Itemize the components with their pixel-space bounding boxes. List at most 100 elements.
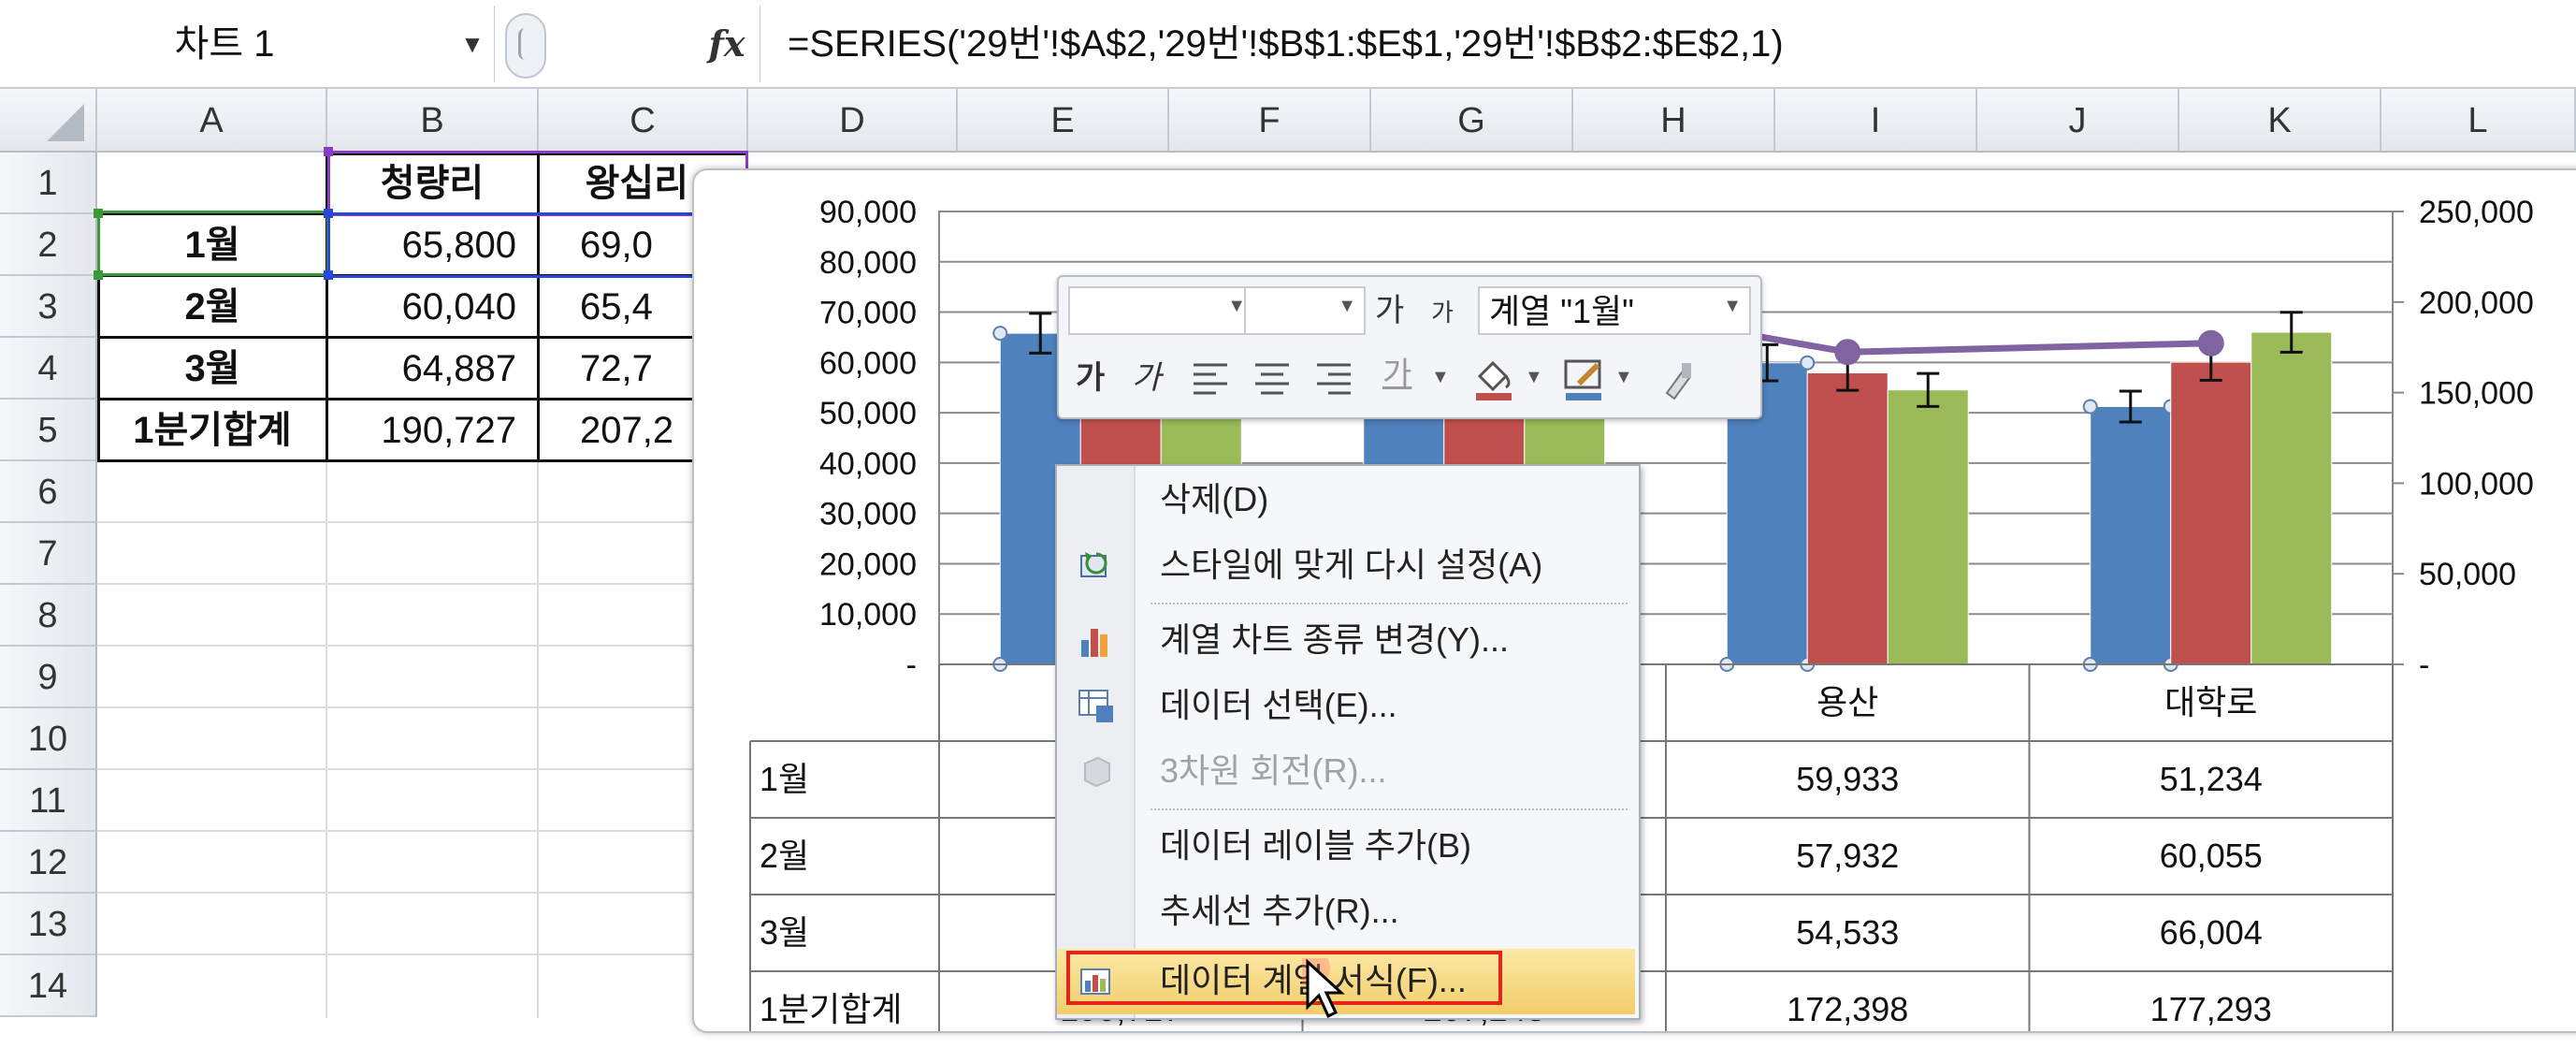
right-axis-tick-label: 250,000 bbox=[2419, 195, 2534, 230]
cell-c3[interactable]: 65,4 bbox=[580, 286, 653, 328]
selection-handle[interactable] bbox=[2082, 399, 2098, 415]
bar-3[interactable] bbox=[1887, 389, 1969, 665]
menu-item-delete[interactable]: 삭제(D) bbox=[1057, 468, 1635, 531]
menu-item-select-data[interactable]: 데이터 선택(E)... bbox=[1057, 674, 1635, 737]
column-header-b[interactable]: B bbox=[327, 89, 539, 153]
cell-b4[interactable]: 64,887 bbox=[401, 348, 516, 389]
range-handle[interactable] bbox=[324, 270, 333, 280]
total-series-marker[interactable] bbox=[2197, 329, 2224, 357]
range-handle[interactable] bbox=[324, 209, 333, 218]
chevron-down-icon[interactable]: ▼ bbox=[1614, 367, 1633, 387]
table-border bbox=[97, 398, 746, 400]
left-axis-tick-label: 20,000 bbox=[819, 546, 917, 582]
insert-function-icon[interactable]: fx bbox=[708, 22, 745, 65]
column-header-f[interactable]: F bbox=[1169, 89, 1371, 153]
cell-b5[interactable]: 190,727 bbox=[381, 410, 516, 451]
cell-b3[interactable]: 60,040 bbox=[401, 286, 516, 328]
cell-c2[interactable]: 69,0 bbox=[580, 225, 653, 266]
data-table-row-label: 1월 bbox=[760, 760, 810, 798]
bar-2[interactable] bbox=[1806, 371, 1889, 665]
cell-a3[interactable]: 2월 bbox=[184, 286, 240, 328]
format-painter-icon[interactable] bbox=[1654, 356, 1702, 404]
row-header-6[interactable]: 6 bbox=[0, 461, 97, 523]
row-header-11[interactable]: 11 bbox=[0, 770, 97, 832]
column-header-c[interactable]: C bbox=[539, 89, 748, 153]
select-all-button[interactable] bbox=[0, 89, 97, 153]
bar-2[interactable] bbox=[2170, 361, 2252, 665]
row-header-14[interactable]: 14 bbox=[0, 955, 97, 1017]
cell-a4[interactable]: 3월 bbox=[184, 348, 240, 389]
bold-icon[interactable]: 가 bbox=[1076, 360, 1106, 396]
cell-b2[interactable]: 65,800 bbox=[401, 225, 516, 266]
menu-item-add-data-labels[interactable]: 데이터 레이블 추가(B) bbox=[1057, 814, 1635, 878]
chevron-down-icon[interactable]: ▼ bbox=[1431, 367, 1450, 387]
bar-3[interactable] bbox=[2250, 331, 2333, 665]
right-axis-tick-label: - bbox=[2419, 648, 2429, 683]
data-table-row-label: 3월 bbox=[760, 913, 810, 952]
font-size-dropdown[interactable]: ▼ bbox=[1244, 286, 1366, 335]
row-header-13[interactable]: 13 bbox=[0, 894, 97, 955]
menu-item-add-trendline[interactable]: 추세선 추가(R)... bbox=[1057, 880, 1635, 943]
column-header-j[interactable]: J bbox=[1977, 89, 2179, 153]
column-header-e[interactable]: E bbox=[958, 89, 1169, 153]
formula-input[interactable]: =SERIES('29번'!$A$2,'29번'!$B$1:$E$1,'29번'… bbox=[788, 23, 1784, 65]
grow-font-icon[interactable]: 가 bbox=[1375, 293, 1405, 328]
align-left-icon[interactable] bbox=[1194, 363, 1227, 395]
select-all-icon bbox=[47, 104, 84, 141]
outline-color-icon[interactable] bbox=[1560, 356, 1609, 404]
column-header-k[interactable]: K bbox=[2179, 89, 2381, 153]
3d-rotation-icon bbox=[1084, 756, 1110, 788]
column-header-l[interactable]: L bbox=[2381, 89, 2576, 153]
cell-c1[interactable]: 왕십리 bbox=[585, 163, 688, 204]
row-header-8[interactable]: 8 bbox=[0, 585, 97, 647]
name-box-dropdown-icon[interactable]: ▼ bbox=[460, 30, 485, 58]
gridline bbox=[326, 153, 327, 1018]
name-box-value[interactable]: 차트 1 bbox=[174, 23, 275, 65]
total-series-marker[interactable] bbox=[1834, 339, 1861, 366]
row-header-3[interactable]: 3 bbox=[0, 276, 97, 338]
cell-c4[interactable]: 72,7 bbox=[580, 348, 653, 389]
column-header-i[interactable]: I bbox=[1775, 89, 1977, 153]
cell-b1[interactable]: 청량리 bbox=[380, 163, 485, 204]
row-header-4[interactable]: 4 bbox=[0, 338, 97, 400]
range-handle[interactable] bbox=[324, 147, 333, 156]
align-center-icon[interactable] bbox=[1255, 363, 1289, 395]
series-selector-dropdown[interactable]: 계열 "1월" ▼ bbox=[1478, 286, 1751, 335]
formula-bar-splitter[interactable] bbox=[505, 13, 546, 79]
fill-color-icon[interactable] bbox=[1470, 356, 1519, 404]
selection-handle[interactable] bbox=[1800, 355, 1816, 371]
row-header-9[interactable]: 9 bbox=[0, 647, 97, 708]
data-table-value: 57,932 bbox=[1796, 837, 1900, 875]
bar-1[interactable] bbox=[2090, 405, 2172, 665]
left-axis-tick-label: - bbox=[906, 648, 917, 683]
row-header-7[interactable]: 7 bbox=[0, 523, 97, 585]
data-table-value: 59,933 bbox=[1796, 760, 1900, 798]
font-name-dropdown[interactable]: ▼ bbox=[1068, 286, 1255, 335]
column-header-d[interactable]: D bbox=[748, 89, 958, 153]
left-axis-tick-label: 80,000 bbox=[819, 245, 917, 281]
range-handle[interactable] bbox=[94, 209, 103, 218]
row-header-5[interactable]: 5 bbox=[0, 400, 97, 461]
column-header-g[interactable]: G bbox=[1371, 89, 1573, 153]
row-header-1[interactable]: 1 bbox=[0, 153, 97, 214]
font-color-icon[interactable]: 가 bbox=[1382, 357, 1412, 392]
menu-item-reset-style[interactable]: 스타일에 맞게 다시 설정(A) bbox=[1057, 533, 1635, 597]
chevron-down-icon[interactable]: ▼ bbox=[1525, 367, 1543, 387]
reset-style-icon bbox=[1080, 552, 1107, 577]
menu-item-change-chart-type[interactable]: 계열 차트 종류 변경(Y)... bbox=[1057, 608, 1635, 672]
cell-c5[interactable]: 207,2 bbox=[580, 410, 674, 451]
cell-a5[interactable]: 1분기합계 bbox=[133, 410, 292, 451]
column-header-a[interactable]: A bbox=[97, 89, 327, 153]
column-header-h[interactable]: H bbox=[1573, 89, 1775, 153]
row-header-10[interactable]: 10 bbox=[0, 708, 97, 770]
selection-handle[interactable] bbox=[992, 326, 1008, 342]
align-right-icon[interactable] bbox=[1317, 363, 1351, 395]
cell-a2[interactable]: 1월 bbox=[184, 225, 240, 266]
row-header-12[interactable]: 12 bbox=[0, 832, 97, 894]
italic-icon[interactable]: 가 bbox=[1132, 360, 1162, 396]
name-box[interactable]: 차트 1 ▼ bbox=[0, 6, 495, 82]
row-header-2[interactable]: 2 bbox=[0, 214, 97, 276]
range-handle[interactable] bbox=[94, 270, 103, 280]
table-border bbox=[537, 153, 540, 461]
shrink-font-icon[interactable]: 가 bbox=[1431, 298, 1454, 327]
